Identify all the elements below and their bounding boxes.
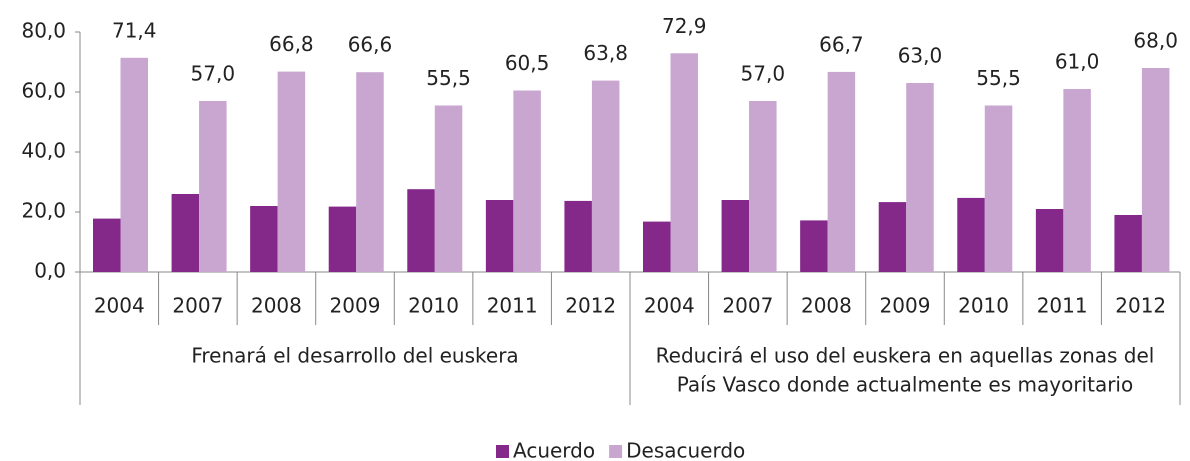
y-tick-label: 60,0 bbox=[21, 79, 66, 103]
bar bbox=[591, 80, 620, 272]
group-label: Frenará el desarrollo del euskera bbox=[191, 344, 518, 368]
bar bbox=[1141, 68, 1170, 272]
data-label: 66,7 bbox=[819, 32, 864, 56]
data-label: 57,0 bbox=[191, 62, 236, 86]
x-tick-label: 2008 bbox=[801, 294, 852, 318]
bar bbox=[250, 206, 278, 272]
x-tick-label: 2011 bbox=[487, 294, 538, 318]
data-label: 60,5 bbox=[505, 51, 550, 75]
y-tick-label: 0,0 bbox=[34, 259, 66, 283]
bar bbox=[356, 72, 384, 272]
bar bbox=[1035, 209, 1064, 272]
x-tick-label: 2009 bbox=[330, 294, 381, 318]
data-label: 55,5 bbox=[426, 66, 471, 90]
legend-label: Acuerdo bbox=[513, 439, 595, 461]
group-label: Reducirá el uso del euskera en aquellas … bbox=[656, 344, 1155, 368]
y-tick-label: 80,0 bbox=[21, 19, 66, 43]
bar bbox=[564, 200, 592, 272]
x-tick-label: 2007 bbox=[722, 294, 773, 318]
x-tick-label: 2007 bbox=[172, 294, 223, 318]
bar bbox=[906, 83, 934, 272]
x-tick-label: 2011 bbox=[1037, 294, 1088, 318]
y-tick-label: 40,0 bbox=[21, 139, 66, 163]
x-tick-label: 2012 bbox=[565, 294, 616, 318]
bar bbox=[434, 105, 463, 272]
bar bbox=[328, 206, 357, 272]
legend-label: Desacuerdo bbox=[626, 439, 745, 461]
x-tick-label: 2008 bbox=[251, 294, 302, 318]
data-label: 63,8 bbox=[583, 41, 628, 65]
bar bbox=[749, 101, 777, 272]
bar bbox=[199, 101, 227, 272]
x-tick-label: 2004 bbox=[644, 294, 695, 318]
data-label: 68,0 bbox=[1133, 29, 1178, 53]
bar bbox=[485, 200, 514, 272]
bar bbox=[1114, 215, 1142, 272]
data-label: 61,0 bbox=[1055, 50, 1100, 74]
legend-swatch bbox=[496, 445, 509, 458]
bar bbox=[1063, 89, 1091, 272]
x-tick-label: 2010 bbox=[408, 294, 459, 318]
x-tick-label: 2010 bbox=[958, 294, 1009, 318]
bar bbox=[827, 71, 856, 273]
x-tick-label: 2004 bbox=[94, 294, 145, 318]
data-label: 63,0 bbox=[898, 44, 943, 68]
bar bbox=[721, 200, 750, 272]
y-tick-label: 20,0 bbox=[21, 199, 66, 223]
data-label: 57,0 bbox=[741, 62, 786, 86]
group-label: País Vasco donde actualmente es mayorita… bbox=[677, 373, 1133, 397]
x-tick-label: 2009 bbox=[880, 294, 931, 318]
x-tick-label: 2012 bbox=[1115, 294, 1166, 318]
data-label: 72,9 bbox=[662, 14, 707, 38]
bar bbox=[171, 194, 200, 272]
bar bbox=[407, 189, 435, 272]
bar bbox=[957, 197, 985, 272]
bar bbox=[984, 105, 1013, 272]
bar bbox=[513, 90, 541, 272]
bar bbox=[277, 71, 306, 272]
bar bbox=[120, 57, 148, 272]
bar bbox=[800, 220, 828, 272]
bar bbox=[878, 202, 907, 272]
data-label: 55,5 bbox=[976, 66, 1021, 90]
data-label: 66,8 bbox=[269, 32, 314, 56]
bar bbox=[643, 221, 671, 272]
data-label: 71,4 bbox=[112, 18, 157, 42]
bar bbox=[670, 53, 698, 272]
legend-swatch bbox=[609, 445, 623, 458]
bar bbox=[93, 218, 121, 272]
data-label: 66,6 bbox=[348, 33, 393, 57]
